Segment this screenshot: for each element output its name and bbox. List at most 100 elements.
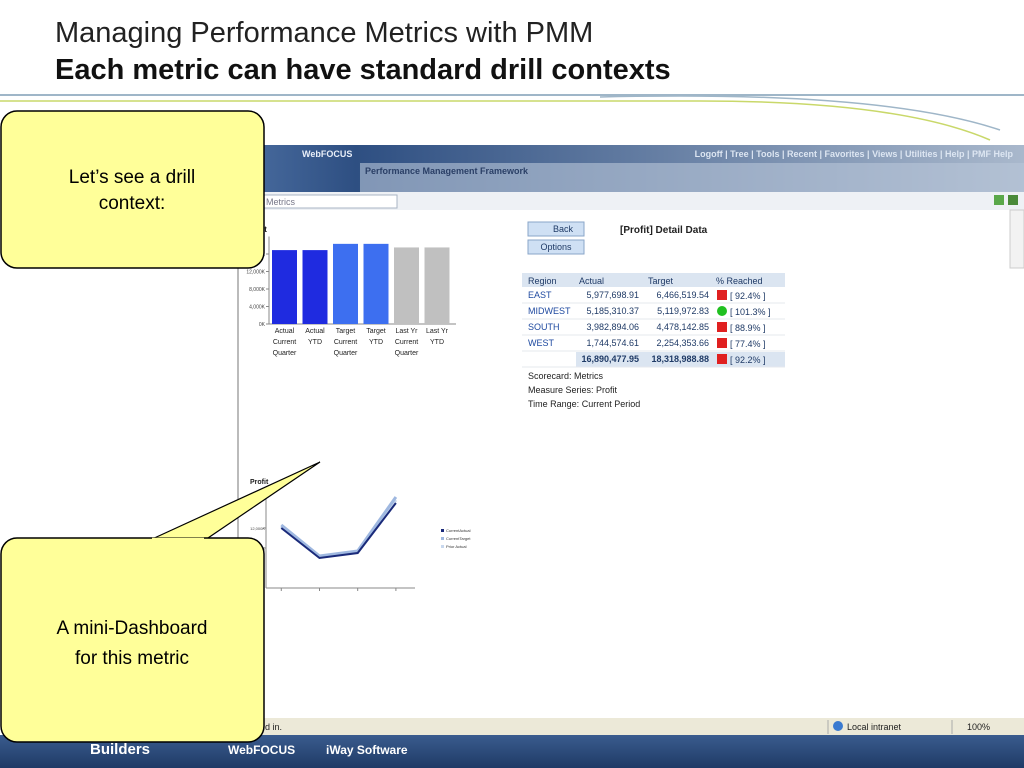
brand: WebFOCUS xyxy=(302,149,352,159)
header-band xyxy=(360,163,1024,192)
callout-text: A mini-Dashboard for this metric xyxy=(56,618,207,669)
slide-subtitle: Each metric can have standard drill cont… xyxy=(55,54,671,86)
back-label: Back xyxy=(553,224,574,234)
actual-cell: 5,185,310.37 xyxy=(586,306,639,316)
x-tick-line: Target xyxy=(366,328,386,335)
bar xyxy=(363,243,389,324)
status-zone: Local intranet xyxy=(847,722,902,732)
actual-cell: 16,890,477.95 xyxy=(581,354,639,364)
deco-curve xyxy=(0,100,991,141)
reached-cell: [ 92.2% ] xyxy=(730,355,766,365)
legend-label: CurrentTarget xyxy=(446,536,471,541)
line-series xyxy=(280,496,398,558)
status-icon xyxy=(717,338,727,348)
x-tick-line: YTD xyxy=(430,339,444,346)
x-tick-label: Last Yr Current Quarter xyxy=(395,328,419,357)
options-button[interactable] xyxy=(527,239,585,255)
region-cell[interactable]: SOUTH xyxy=(528,322,560,332)
framework: Performance Management Framework xyxy=(365,166,529,176)
x-tick-line: YTD xyxy=(308,339,322,346)
reached-cell: [ 77.4% ] xyxy=(730,339,766,349)
x-tick-line: Quarter xyxy=(395,350,419,357)
actual-cell: 3,982,894.06 xyxy=(586,322,639,332)
x-tick-line: Last Yr xyxy=(426,328,449,335)
x-tick-label: Actual Current Quarter xyxy=(273,328,297,357)
target-cell: 5,119,972.83 xyxy=(657,306,709,316)
line-series xyxy=(280,502,397,560)
legend-swatch xyxy=(441,529,444,532)
column-header: Actual xyxy=(579,276,604,286)
y-tick-label: 0K xyxy=(259,322,266,328)
scroll-area xyxy=(1009,209,1024,269)
dropdown-text: Metrics xyxy=(266,197,295,207)
detail-table: Region Actual Target % Reached EAST 5,977,698… xyxy=(522,273,785,368)
callout-pointer xyxy=(149,461,321,541)
info-line: Measure Series: Profit xyxy=(528,385,618,395)
options-label: Options xyxy=(540,242,572,252)
deco-curve xyxy=(599,95,1001,131)
info-line: Scorecard: Metrics xyxy=(528,371,604,381)
y-tick-label: 12,000K xyxy=(246,270,265,276)
table-header-bg xyxy=(522,273,785,287)
bar-chart: Profit0K4,000K8,000K12,000K16,000KActual… xyxy=(246,225,456,357)
actual-cell: 5,977,698.91 xyxy=(586,290,639,300)
back-button[interactable] xyxy=(527,221,585,237)
column-header: Region xyxy=(528,276,557,286)
nav-links[interactable]: Logoff | Tree | Tools | Recent | Favorit… xyxy=(695,149,1014,159)
info-line: Time Range: Current Period xyxy=(528,399,640,409)
toolbar-icon[interactable] xyxy=(1008,195,1018,205)
x-tick-label: Target YTD xyxy=(366,328,386,346)
callout-text: Let’s see a drill context: xyxy=(69,167,195,214)
y-tick-label: 12,000K xyxy=(250,526,265,531)
toolbar xyxy=(238,192,1024,210)
slide-title: Managing Performance Metrics with PMM xyxy=(55,17,593,49)
region-cell[interactable]: WEST xyxy=(528,338,555,348)
x-tick-line: Quarter xyxy=(273,350,297,357)
bar xyxy=(272,250,297,324)
x-tick-label: Last Yr YTD xyxy=(426,328,449,346)
bar xyxy=(394,247,419,324)
status-icon xyxy=(717,322,727,332)
status-icon xyxy=(717,306,727,316)
toolbar-icon[interactable] xyxy=(994,195,1004,205)
y-tick-label: 4,000K xyxy=(249,305,266,311)
footer-left: Builders xyxy=(90,741,150,758)
line-series xyxy=(280,499,398,559)
region-cell[interactable]: EAST xyxy=(528,290,552,300)
callout xyxy=(0,110,265,269)
bar xyxy=(333,243,358,324)
x-tick-line: Current xyxy=(334,339,357,346)
bar xyxy=(302,250,328,324)
x-tick-line: Last Yr xyxy=(395,328,418,335)
status-bar xyxy=(238,718,1024,735)
line-chart: Profit8,000K12,000KCurrentActualCurrentT… xyxy=(250,479,471,591)
reached-cell: [ 101.3% ] xyxy=(730,307,771,317)
x-tick-line: Current xyxy=(395,339,418,346)
app-window: WebFOCUS Performance Management Framewor… xyxy=(237,145,1024,735)
footer-middle: WebFOCUS xyxy=(228,743,295,757)
status-icon xyxy=(717,290,727,300)
y-tick-label: 8,000K xyxy=(249,287,266,293)
reached-cell: [ 88.9% ] xyxy=(730,323,766,333)
footer-right: iWay Software xyxy=(326,743,408,757)
detail-title: [Profit] Detail Data xyxy=(620,225,708,236)
status-zoom[interactable]: 100% xyxy=(967,722,990,732)
x-tick-line: Target xyxy=(336,328,356,335)
legend-label: Prior Actual xyxy=(446,544,467,549)
legend-label: CurrentActual xyxy=(446,528,471,533)
x-tick-label: Target Current Quarter xyxy=(334,328,358,357)
legend-swatch xyxy=(441,545,444,548)
target-cell: 18,318,988.88 xyxy=(651,354,709,364)
x-tick-label: Actual YTD xyxy=(305,328,325,346)
callout xyxy=(0,537,265,743)
region-cell[interactable]: MIDWEST xyxy=(528,306,571,316)
bar xyxy=(424,247,450,324)
x-tick-line: YTD xyxy=(369,339,383,346)
chart-title: Profit xyxy=(250,479,269,486)
legend-swatch xyxy=(441,537,444,540)
zone-icon xyxy=(833,721,843,731)
target-cell: 6,466,519.54 xyxy=(656,290,709,300)
column-header: % Reached xyxy=(716,276,763,286)
reached-cell: [ 92.4% ] xyxy=(730,291,766,301)
